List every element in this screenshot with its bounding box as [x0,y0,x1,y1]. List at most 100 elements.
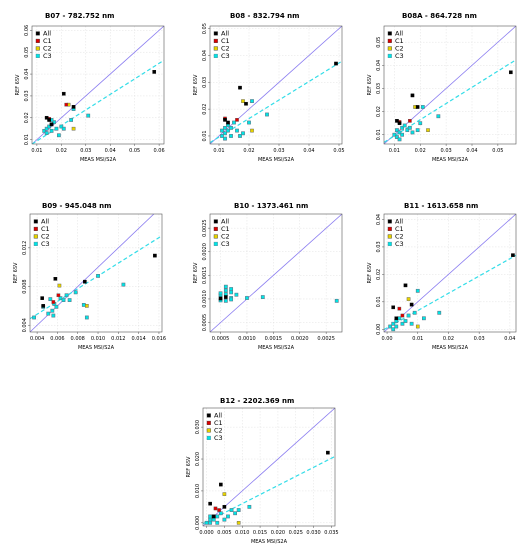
data-point-all [415,105,420,109]
x-axis-label: MEAS MSI/S2A [80,157,117,163]
legend-swatch-c1 [35,38,40,43]
data-point-c3 [204,520,209,525]
y-tick-label: 0.02 [376,269,382,280]
y-tick-label: 0.05 [24,47,30,58]
legend-swatch-c2 [33,234,38,239]
legend-swatch-all [213,31,218,36]
legend-swatch-c3 [213,53,218,58]
data-point-c3 [392,132,397,137]
legend-label-all: All [395,29,403,37]
x-tick-label: 0.030 [306,530,320,536]
data-point-c3 [397,137,402,142]
data-point-c3 [208,520,213,525]
data-point-c3 [42,128,47,133]
data-point-all [409,302,414,307]
data-point-all [61,91,66,96]
data-point-c3 [121,282,126,287]
y-tick-label: 0.0025 [202,219,208,237]
legend-label-c3: C3 [395,52,404,60]
x-axis-label: MEAS MSI/S2A [258,157,295,163]
x-axis-label: MEAS MSI/S2A [251,539,288,545]
x-tick-label: 0.02 [415,148,426,154]
data-point-all [244,101,248,106]
legend-swatch-all [213,219,218,224]
data-point-c3 [215,514,220,519]
data-point-c3 [226,514,230,519]
legend-label-c2: C2 [395,44,404,52]
legend-swatch-all [35,31,40,36]
y-axis-label: REF 6SV [193,74,199,95]
data-point-c2 [71,126,76,131]
data-point-c3 [418,121,423,126]
data-point-c3 [402,123,407,128]
x-tick-label: 0.0015 [265,336,283,342]
data-point-c3 [48,297,53,302]
plot-frame [202,407,336,527]
x-tick-label: 0.03 [474,336,485,342]
y-tick-label: 0.03 [376,83,382,94]
data-point-c3 [407,125,412,130]
x-tick-label: 0.01 [412,336,423,342]
legend-label-c2: C2 [395,232,404,240]
data-point-c3 [44,126,49,131]
data-point-c3 [223,284,228,289]
data-point-c3 [223,131,227,136]
data-point-c3 [44,131,49,135]
data-point-c3 [395,135,399,139]
data-point-all [224,295,228,299]
data-point-c3 [223,288,228,293]
data-point-all [222,505,227,509]
plot-frame [209,25,343,145]
legend-label-c1: C1 [221,225,230,233]
data-point-c3 [47,124,52,129]
data-point-c3 [49,128,54,133]
x-tick-label: 0.03 [441,148,452,154]
data-point-c3 [229,126,233,130]
plot-frame [29,213,163,333]
data-point-c3 [422,316,426,321]
legend-label-all: All [395,217,403,225]
data-point-c3 [334,298,339,303]
data-point-c3 [397,316,402,321]
legend-label-all: All [43,29,51,37]
y-tick-label: 0.03 [24,90,30,101]
legend-label-all: All [221,29,229,37]
x-axis-label: MEAS MSI/S2A [432,345,469,351]
y-tick-label: 0.04 [376,214,382,225]
chart-title: B07 - 782.752 nm [45,12,114,20]
data-point-all [397,121,402,125]
legend-label-c3: C3 [214,434,223,442]
chart-title: B10 - 1373.461 nm [234,202,308,210]
data-point-c3 [397,130,402,135]
data-point-all [71,105,76,109]
legend-swatch-c3 [213,241,218,246]
data-point-c3 [223,136,227,141]
data-point-c3 [223,126,227,130]
data-point-c3 [241,131,245,136]
legend-label-c2: C2 [41,232,50,240]
data-point-c3 [59,124,64,129]
data-point-all [208,501,212,506]
data-point-c3 [232,120,236,125]
data-point-c3 [86,113,91,118]
data-point-c3 [96,274,100,278]
data-point-c3 [415,128,420,133]
data-point-c3 [409,321,414,326]
data-point-c1 [51,300,56,304]
legend-swatch-c2 [387,46,392,51]
data-point-c3 [51,313,56,318]
legend-swatch-c2 [387,234,392,239]
x-tick-label: 0.0025 [317,336,335,342]
legend-swatch-c1 [387,226,392,231]
x-axis-label: MEAS MSI/S2A [258,345,295,351]
y-tick-label: 0.0015 [202,267,208,285]
y-tick-label: 0.03 [376,241,382,252]
data-point-c1 [397,306,402,311]
data-point-c3 [229,290,234,295]
data-point-c3 [50,308,55,313]
x-tick-label: 0.04 [105,148,116,154]
y-tick-label: 0.000 [195,516,201,530]
data-point-c3 [437,310,442,315]
data-point-c3 [260,295,265,299]
legend-swatch-all [206,413,211,418]
